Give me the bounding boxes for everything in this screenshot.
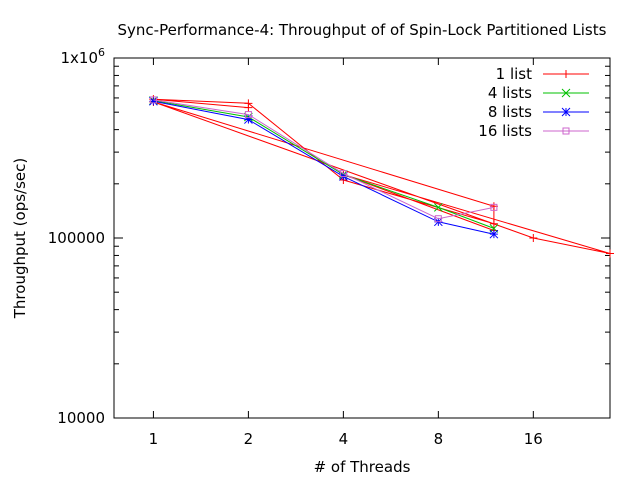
series-line: [153, 99, 494, 220]
y-tick-label-exponent: 6: [98, 46, 105, 59]
y-tick-label: 1x106: [60, 46, 105, 67]
y-tick-label: 10000: [57, 409, 105, 427]
legend-label: 16 lists: [478, 122, 532, 140]
x-tick-label: 4: [339, 430, 349, 448]
data-point: [606, 249, 614, 258]
data-point: [244, 111, 252, 119]
data-point: [149, 96, 158, 106]
x-axis-label: # of Threads: [314, 458, 411, 476]
data-point: [489, 219, 498, 228]
data-point: [244, 115, 253, 124]
series-layer: [149, 95, 614, 258]
series-line: [153, 98, 611, 254]
axis-ticks: 1 2 4 8 16 10000 100000 1x106: [48, 46, 610, 448]
data-point: [561, 88, 571, 98]
legend-label: 8 lists: [488, 103, 532, 121]
series-16-lists: [149, 96, 498, 223]
legend-label: 1 list: [496, 65, 532, 83]
data-point: [339, 170, 347, 178]
data-point: [561, 107, 571, 117]
data-point: [562, 127, 570, 135]
data-point: [244, 99, 253, 108]
x-tick-label: 16: [524, 430, 543, 448]
data-point: [434, 215, 442, 223]
y-tick-label: 100000: [48, 229, 105, 247]
x-tick-label: 8: [434, 430, 444, 448]
data-point: [490, 203, 498, 211]
x-tick-label: 1: [149, 430, 159, 448]
data-point: [149, 96, 157, 104]
legend-label: 4 lists: [488, 84, 532, 102]
data-point: [489, 229, 499, 239]
data-point: [529, 234, 538, 242]
series-line: [153, 100, 495, 235]
data-point: [433, 202, 443, 212]
series-1-list: [149, 95, 614, 258]
data-point: [562, 70, 570, 78]
chart-title: Sync-Performance-4: Throughput of of Spi…: [118, 21, 607, 39]
y-axis-label: Throughput (ops/sec): [11, 158, 29, 319]
x-tick-label: 2: [244, 430, 254, 448]
